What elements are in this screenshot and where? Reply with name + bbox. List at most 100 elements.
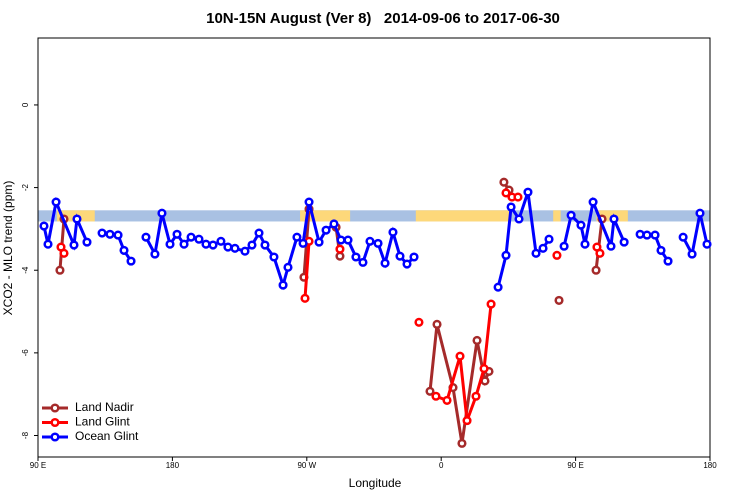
point xyxy=(506,202,516,212)
point xyxy=(201,239,211,249)
point xyxy=(395,251,405,261)
point xyxy=(425,386,435,396)
point xyxy=(336,235,346,245)
point xyxy=(538,243,548,253)
x-tick-label: 180 xyxy=(703,461,717,470)
legend-marker xyxy=(50,403,60,413)
point xyxy=(365,236,375,246)
point xyxy=(82,237,92,247)
point xyxy=(165,239,175,249)
point xyxy=(663,256,673,266)
point xyxy=(208,240,218,250)
point xyxy=(113,230,123,240)
point xyxy=(595,248,605,258)
point xyxy=(501,250,511,260)
point xyxy=(105,229,115,239)
chart-title: 10N-15N August (Ver 8) 2014-09-06 to 201… xyxy=(206,10,560,27)
point xyxy=(580,239,590,249)
point xyxy=(566,210,576,220)
point xyxy=(513,192,523,202)
point xyxy=(298,238,308,248)
point xyxy=(373,238,383,248)
point xyxy=(300,293,310,303)
y-tick-label: -8 xyxy=(21,431,30,439)
x-tick-label: 90 E xyxy=(567,461,583,470)
point xyxy=(402,259,412,269)
point xyxy=(432,319,442,329)
x-tick-label: 180 xyxy=(166,461,180,470)
y-tick-label: -6 xyxy=(21,349,30,357)
point xyxy=(150,249,160,259)
point xyxy=(157,208,167,218)
point xyxy=(635,229,645,239)
point xyxy=(39,221,49,231)
point xyxy=(321,225,331,235)
point xyxy=(186,232,196,242)
point xyxy=(351,252,361,262)
point xyxy=(531,248,541,258)
point xyxy=(194,234,204,244)
point xyxy=(247,240,257,250)
point xyxy=(254,228,264,238)
point xyxy=(179,239,189,249)
point xyxy=(172,229,182,239)
point xyxy=(455,351,465,361)
x-axis-label: Longitude xyxy=(349,476,402,490)
point xyxy=(292,232,302,242)
point xyxy=(523,187,533,197)
point xyxy=(119,245,129,255)
point xyxy=(414,317,424,327)
point xyxy=(493,282,503,292)
point xyxy=(141,232,151,242)
point xyxy=(388,227,398,237)
point xyxy=(552,250,562,260)
legend-label: Ocean Glint xyxy=(75,429,139,443)
point xyxy=(409,252,419,262)
point xyxy=(499,177,509,187)
point xyxy=(442,395,452,405)
land-segment xyxy=(415,210,510,222)
y-tick-label: -4 xyxy=(21,266,30,274)
point xyxy=(687,249,697,259)
point xyxy=(457,438,467,448)
point xyxy=(559,241,569,251)
point xyxy=(260,240,270,250)
point xyxy=(656,245,666,255)
point xyxy=(554,295,564,305)
point xyxy=(216,236,226,246)
point xyxy=(69,240,79,250)
point xyxy=(72,214,82,224)
point xyxy=(650,230,660,240)
point xyxy=(343,235,353,245)
point xyxy=(431,391,441,401)
point xyxy=(304,197,314,207)
point xyxy=(97,228,107,238)
point xyxy=(462,416,472,426)
point xyxy=(55,265,65,275)
point xyxy=(329,219,339,229)
y-axis-label: XCO2 - MLO trend (ppm) xyxy=(1,181,15,316)
ocean-band xyxy=(38,210,710,222)
y-tick-label: -2 xyxy=(21,183,30,191)
point xyxy=(544,234,554,244)
point xyxy=(314,237,324,247)
legend-marker xyxy=(50,432,60,442)
point xyxy=(380,258,390,268)
point xyxy=(59,248,69,258)
x-tick-label: 90 W xyxy=(297,461,316,470)
point xyxy=(223,242,233,252)
point xyxy=(471,391,481,401)
legend-label: Land Glint xyxy=(75,415,130,429)
point xyxy=(606,241,616,251)
point xyxy=(501,188,511,198)
point xyxy=(619,237,629,247)
point xyxy=(51,197,61,207)
point xyxy=(588,197,598,207)
legend-marker xyxy=(50,417,60,428)
x-tick-label: 0 xyxy=(439,461,444,470)
point xyxy=(609,214,619,224)
point xyxy=(576,220,586,230)
legend-label: Land Nadir xyxy=(75,400,134,414)
